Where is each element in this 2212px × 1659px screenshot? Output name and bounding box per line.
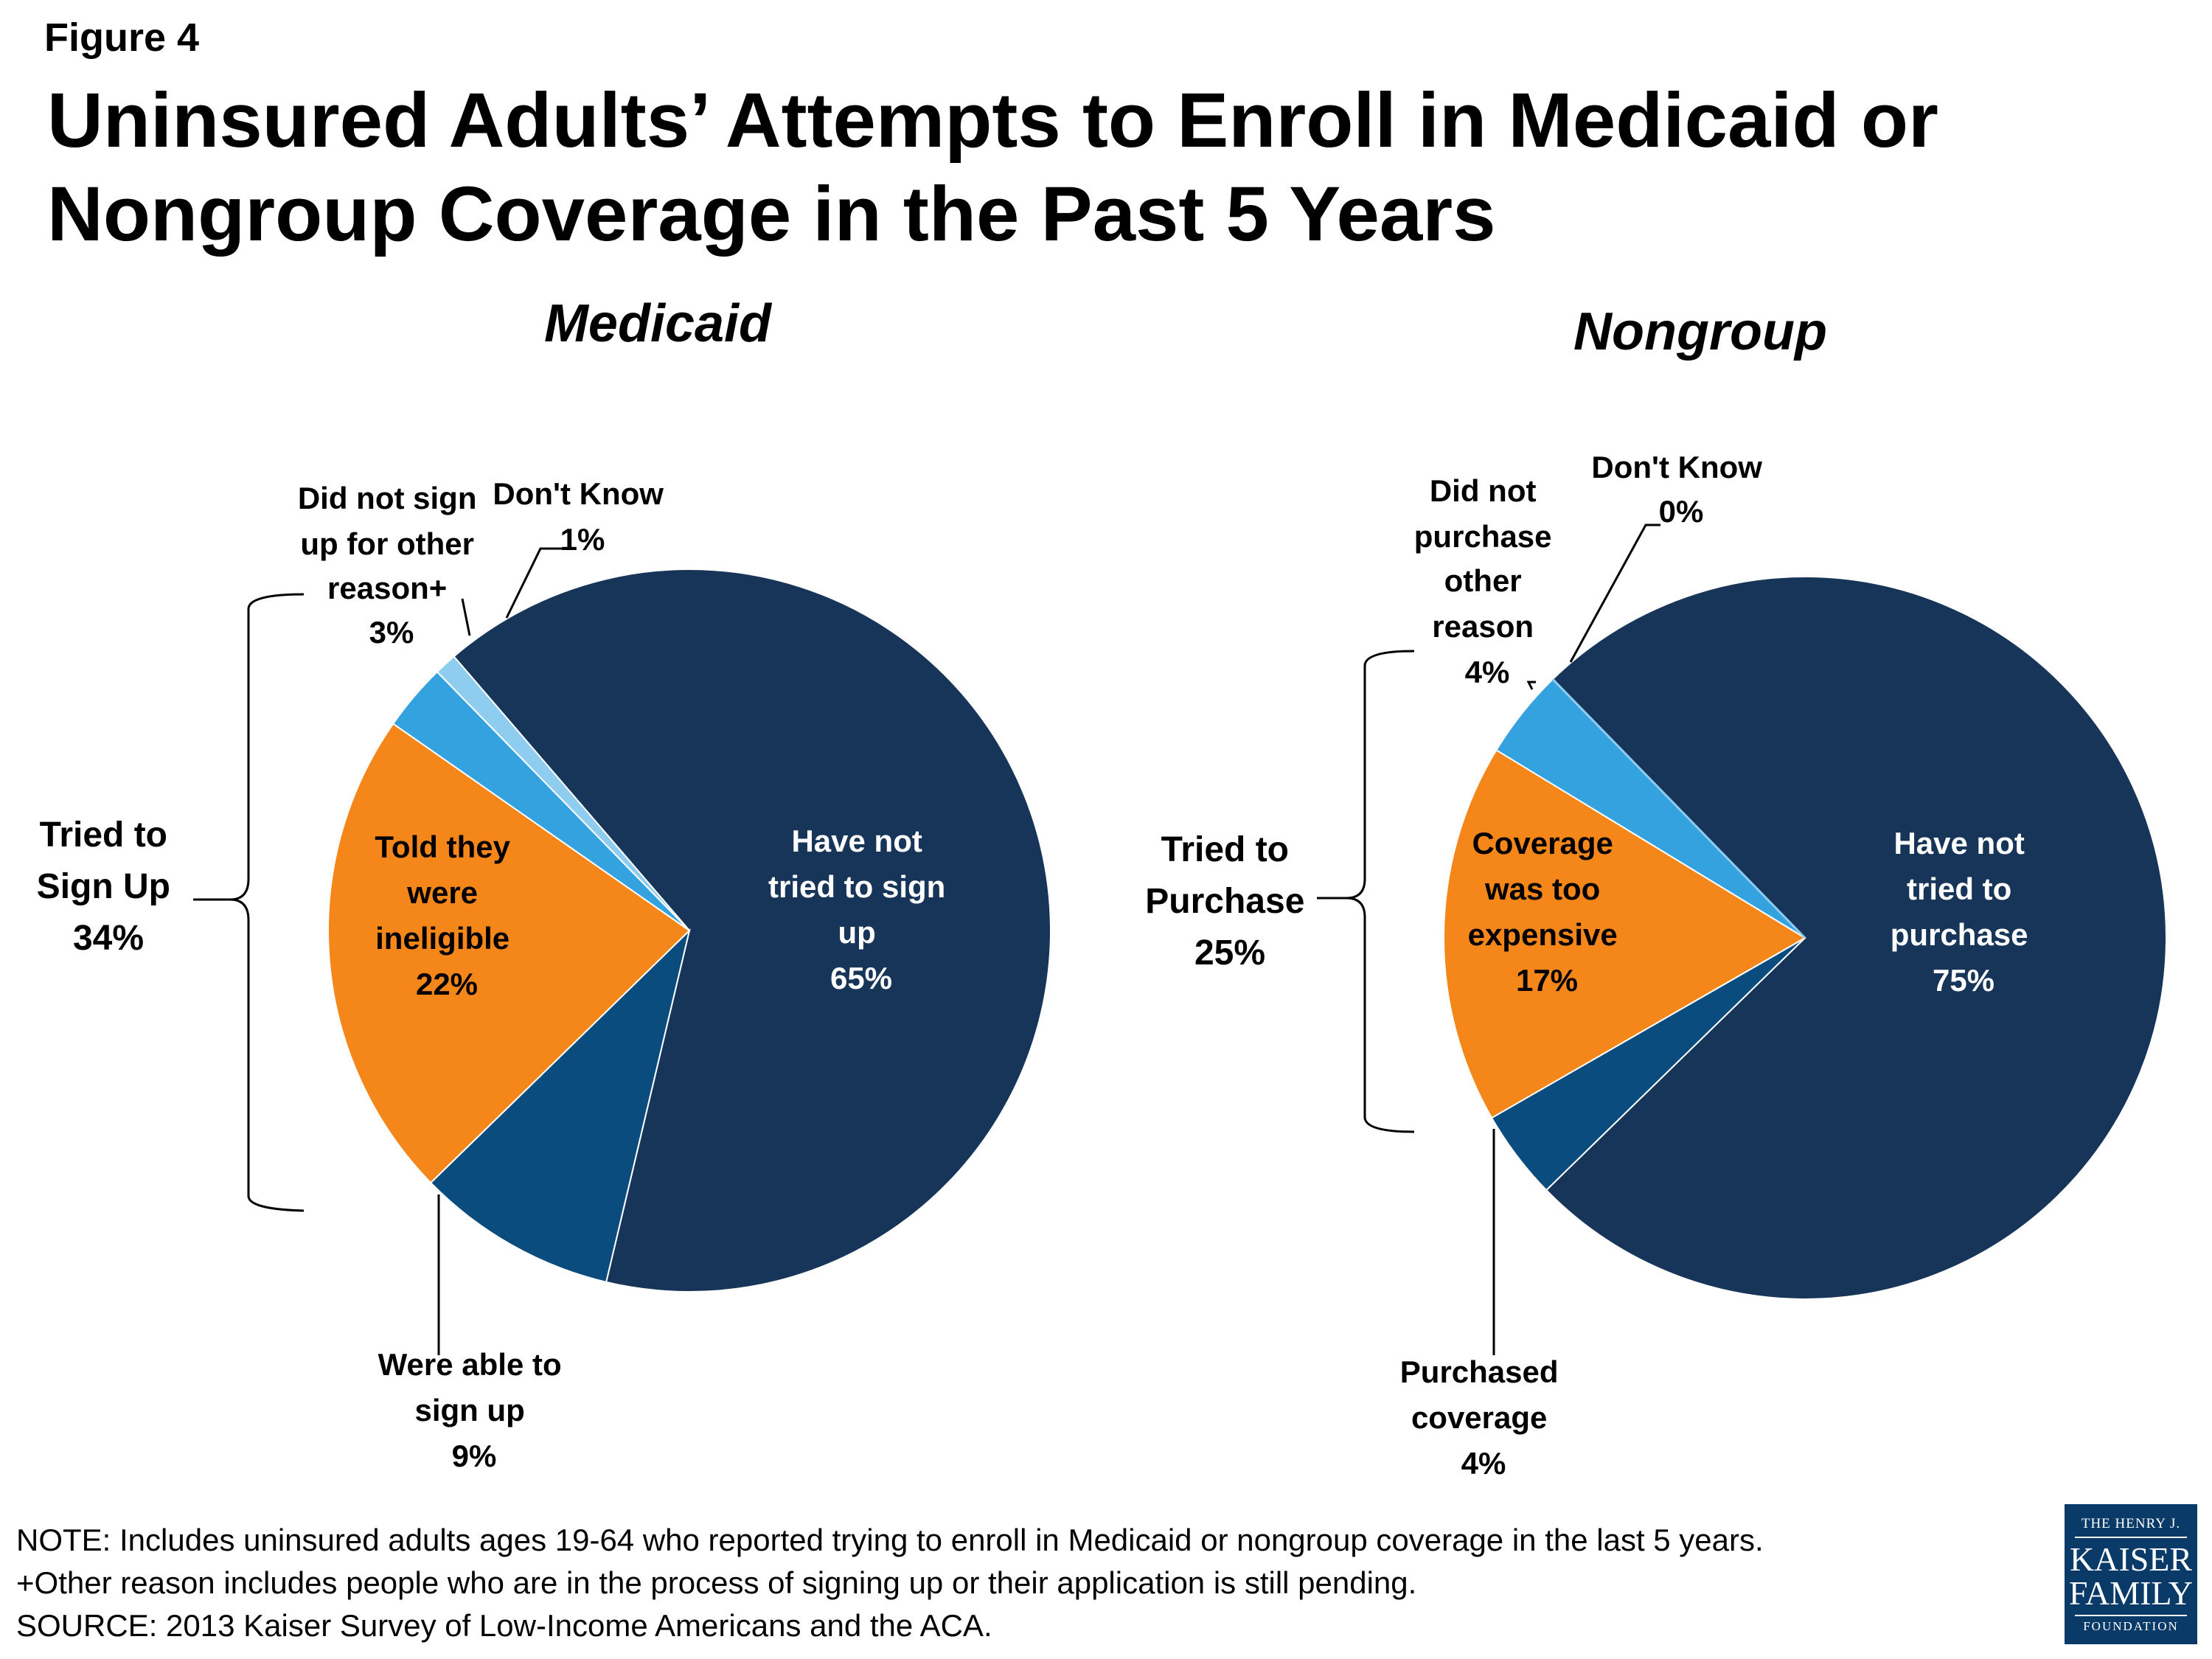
medicaid-pie [327, 568, 1051, 1293]
note-text: NOTE: Includes uninsured adults ages 19-… [16, 1523, 1764, 1557]
source-text: SOURCE: 2013 Kaiser Survey of Low-Income… [16, 1608, 992, 1643]
slice-medicaid-were-able-to-sign-up [429, 928, 691, 1284]
slice-label-nongroup-other-reason: Did not purchase other reason 4% [1414, 473, 1560, 689]
slice-medicaid-told-they-were-ineligible [327, 723, 691, 1184]
slice-label-medicaid-ineligible: Told they were ineligible 22% [375, 830, 518, 1001]
slice-label-nongroup-dont-know: Don't Know 0% [1591, 450, 1770, 529]
medicaid-chart: Medicaid Have not tried to sign up 65% T… [37, 294, 1051, 1473]
slice-label-nongroup-not-tried: Have not tried to purchase 75% [1891, 826, 2037, 998]
slice-medicaid-have-not-tried-to-sign-up [453, 568, 1051, 1293]
nongroup-chart-title: Nongroup [1573, 302, 1827, 361]
leader-medicaid-dont-know [505, 547, 568, 619]
nongroup-pie [1443, 576, 2167, 1300]
bracket-label-nongroup: Tried to Purchase 25% [1145, 830, 1314, 973]
slice-label-medicaid-were-able: Were able to sign up 9% [378, 1347, 571, 1473]
slice-medicaid-don-t-know [436, 655, 690, 931]
nongroup-chart: Nongroup Have not tried to purchase 75% … [1145, 302, 2167, 1481]
slice-label-nongroup-too-expensive: Coverage was too expensive 17% [1468, 826, 1627, 998]
bracket-label-medicaid: Tried to Sign Up 34% [37, 815, 181, 958]
leader-nongroup-dont-know [1569, 524, 1660, 663]
slice-nongroup-don-t-know [1551, 678, 1806, 939]
slice-nongroup-coverage-was-too-expensive [1443, 748, 1806, 1119]
kaiser-family-foundation-logo: THE HENRY J. KAISER FAMILY FOUNDATION [2065, 1504, 2197, 1644]
leader-medicaid-other-reason [461, 598, 471, 636]
figure-label: Figure 4 [44, 15, 200, 60]
slice-nongroup-have-not-tried-to-purchase [1545, 576, 2167, 1300]
slice-label-medicaid-not-tried: Have not tried to sign up 65% [768, 824, 954, 995]
footnotes: NOTE: Includes uninsured adults ages 19-… [16, 1519, 2037, 1647]
other-reason-note: +Other reason includes people who are in… [16, 1565, 1417, 1600]
medicaid-bracket [193, 593, 305, 1212]
medicaid-chart-title: Medicaid [544, 294, 773, 353]
slice-label-medicaid-other-reason: Did not sign up for other reason+ 3% [298, 481, 485, 650]
leader-nongroup-other-reason [1526, 681, 1536, 690]
slice-label-medicaid-dont-know: Don't Know 1% [493, 476, 672, 557]
nongroup-bracket [1317, 650, 1415, 1133]
page-title: Uninsured Adults’ Attempts to Enroll in … [47, 77, 1938, 257]
slice-label-nongroup-purchased: Purchased coverage 4% [1400, 1354, 1567, 1481]
